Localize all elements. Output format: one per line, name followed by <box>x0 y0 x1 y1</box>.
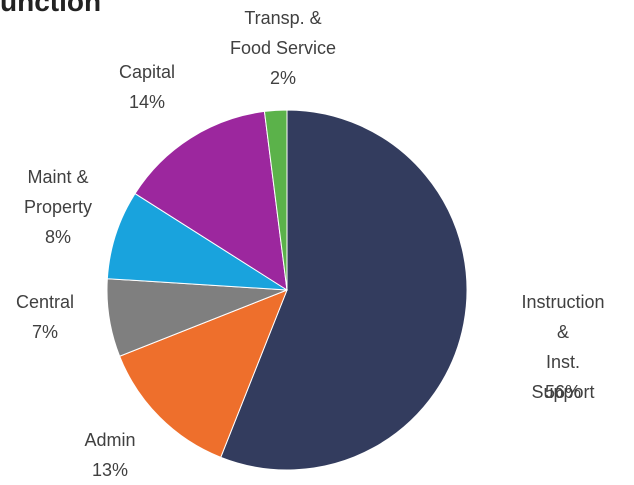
pie-slice <box>106 192 288 291</box>
slice-label: Capital <box>118 62 176 82</box>
slice-value: 14% <box>128 92 166 112</box>
slice-label: Transp. & Food Service <box>229 8 337 58</box>
pie-slice <box>118 289 288 459</box>
pie-slice <box>134 110 288 291</box>
slice-label: Maint & Property <box>23 167 93 217</box>
pie-slice <box>263 109 288 291</box>
slice-value: 7% <box>31 322 59 342</box>
slice-label: Instruction & Inst. Support <box>521 292 605 402</box>
slice-value: 56% <box>544 382 582 402</box>
slice-value: 13% <box>91 460 129 480</box>
chart-title: unction <box>0 0 102 17</box>
slice-value: 2% <box>269 68 297 88</box>
slice-label: Central <box>15 292 75 312</box>
slice-value: 8% <box>44 227 72 247</box>
slice-label: Admin <box>84 430 136 450</box>
pie-slice <box>220 109 468 471</box>
